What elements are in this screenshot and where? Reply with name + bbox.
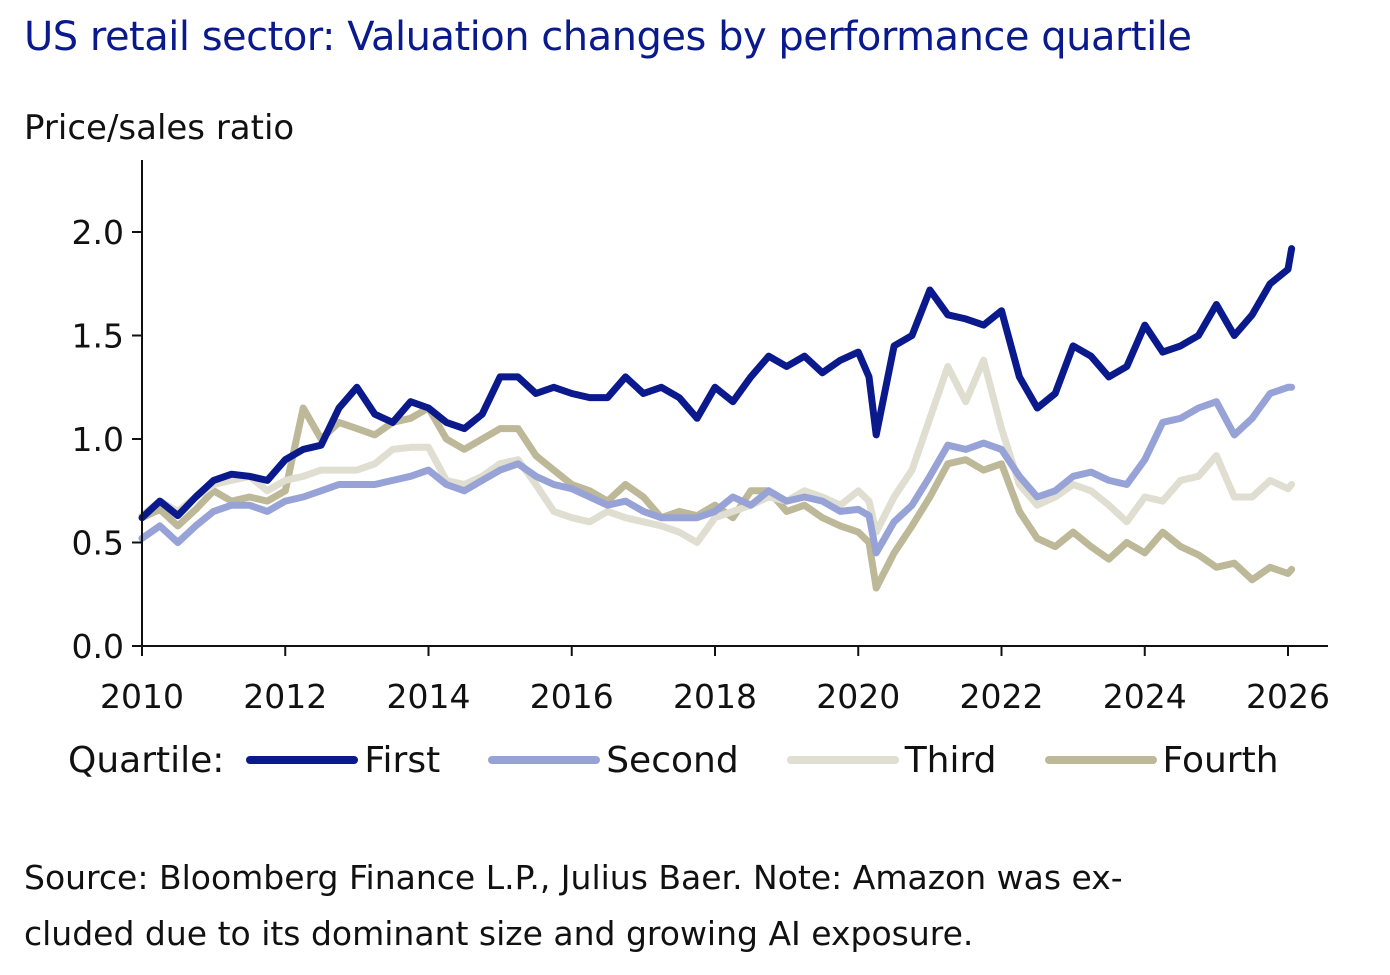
legend-label-second: Second <box>606 739 739 781</box>
series-line-second <box>138 383 1296 557</box>
series-line-first <box>138 245 1296 522</box>
legend-item-first: First <box>246 740 440 781</box>
legend-label-first: First <box>364 739 441 781</box>
series-line-third <box>138 356 1296 546</box>
y-tick-label: 2.0 <box>72 213 124 252</box>
source-note: Source: Bloomberg Finance L.P., Julius B… <box>24 850 1324 962</box>
legend-label-fourth: Fourth <box>1162 739 1279 781</box>
x-tick-label: 2020 <box>816 677 900 716</box>
legend-swatch-second <box>488 756 601 764</box>
x-tick-label: 2010 <box>100 677 184 716</box>
series-lines <box>138 245 1296 592</box>
x-tick-label: 2016 <box>530 677 614 716</box>
x-tick-label: 2012 <box>243 677 327 716</box>
legend-item-second: Second <box>488 740 739 781</box>
legend-swatch-fourth <box>1044 756 1157 764</box>
y-tick-label: 1.0 <box>72 420 124 459</box>
y-tick-label: 1.5 <box>72 317 124 356</box>
legend: Quartile: First Second Third Fourth <box>68 733 1327 787</box>
legend-title: Quartile: <box>68 739 225 781</box>
legend-label-third: Third <box>904 739 997 781</box>
x-tick-label: 2022 <box>960 677 1044 716</box>
chart-title: US retail sector: Valuation changes by p… <box>24 14 1192 60</box>
source-note-line-2: cluded due to its dominant size and grow… <box>24 914 974 953</box>
y-axis-label: Price/sales ratio <box>24 108 295 148</box>
legend-item-third: Third <box>786 739 997 781</box>
legend-item-fourth: Fourth <box>1044 739 1279 781</box>
axes: 0.0 0.5 1.0 1.5 2.0 2010 2012 2014 2016 2018 2020 2… <box>72 160 1330 716</box>
legend-swatch-first <box>246 756 359 764</box>
x-tick-label: 2026 <box>1246 677 1330 716</box>
y-tick-label: 0.5 <box>72 524 124 563</box>
x-tick-label: 2024 <box>1103 677 1187 716</box>
legend-swatch-third <box>786 756 899 764</box>
series-line-fourth <box>138 404 1296 592</box>
x-tick-label: 2018 <box>673 677 757 716</box>
x-tick-label: 2014 <box>387 677 471 716</box>
y-tick-label: 0.0 <box>72 627 124 666</box>
source-note-line-1: Source: Bloomberg Finance L.P., Julius B… <box>24 858 1123 897</box>
